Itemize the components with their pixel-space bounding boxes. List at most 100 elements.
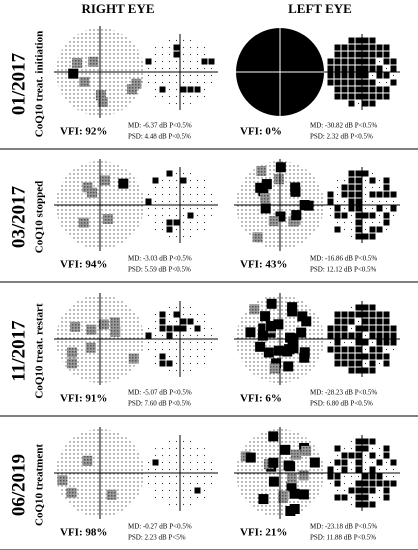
deviation-dot	[203, 482, 206, 485]
field-defect	[245, 452, 256, 463]
deviation-cell	[159, 318, 166, 325]
vfi: VFI: 0%	[240, 126, 282, 138]
vfi: VFI: 94%	[60, 259, 107, 271]
deviation-dot	[182, 341, 185, 344]
deviation-dot	[196, 461, 199, 464]
deviation-dot	[147, 482, 150, 485]
deviation-cell	[355, 72, 362, 79]
deviation-dot	[154, 88, 157, 91]
deviation-cell	[355, 58, 362, 65]
deviation-cell	[152, 459, 159, 466]
deviation-dot	[168, 454, 171, 457]
deviation-dot	[182, 60, 185, 63]
deviation-dot	[392, 200, 395, 203]
deviation-cell	[152, 177, 159, 184]
deviation-dot	[182, 306, 185, 309]
deviation-dot	[168, 235, 171, 238]
deviation-cell	[173, 44, 180, 51]
deviation-dot	[161, 221, 164, 224]
field-defect	[249, 304, 260, 315]
deviation-cell	[355, 487, 362, 494]
deviation-dot	[175, 172, 178, 175]
deviation-dot	[189, 447, 192, 450]
deviation-dot	[210, 214, 213, 217]
deviation-cell	[362, 304, 369, 311]
deviation-cell	[383, 318, 390, 325]
deviation-cell	[390, 339, 397, 346]
deviation-cell	[362, 86, 369, 93]
deviation-dot	[168, 60, 171, 63]
field-defect	[256, 165, 267, 176]
deviation-cell	[376, 226, 383, 233]
deviation-cell	[341, 184, 348, 191]
deviation-dot	[196, 74, 199, 77]
deviation-cell	[369, 79, 376, 86]
deviation-dot	[161, 200, 164, 203]
deviation-dot	[203, 214, 206, 217]
deviation-cell	[355, 445, 362, 452]
deviation-dot	[378, 81, 381, 84]
deviation-cell	[194, 325, 201, 332]
field-defect	[131, 78, 142, 89]
deviation-cell	[362, 44, 369, 51]
field-defect	[273, 174, 284, 185]
deviation-cell	[369, 65, 376, 72]
deviation-dot	[189, 306, 192, 309]
deviation-dot	[182, 186, 185, 189]
vfi: VFI: 43%	[240, 259, 287, 271]
deviation-cell	[355, 191, 362, 198]
deviation-dot	[154, 214, 157, 217]
field-defect	[87, 187, 98, 198]
field-defect	[79, 76, 90, 87]
deviation-dot	[350, 214, 353, 217]
deviation-cell	[369, 212, 376, 219]
deviation-dot	[385, 200, 388, 203]
deviation-dot	[196, 60, 199, 63]
deviation-dot	[203, 200, 206, 203]
deviation-dot	[203, 313, 206, 316]
deviation-dot	[175, 200, 178, 203]
field-defect	[269, 363, 280, 374]
deviation-dot	[182, 46, 185, 49]
deviation-dot	[175, 214, 178, 217]
deviation-dot	[168, 503, 171, 506]
deviation-dot	[329, 341, 332, 344]
field-defect	[290, 186, 301, 197]
deviation-dot	[189, 496, 192, 499]
deviation-dot	[329, 207, 332, 210]
psd: PSD: 5.59 dB P<0.5%	[128, 266, 191, 274]
deviation-dot	[161, 186, 164, 189]
deviation-dot	[175, 369, 178, 372]
deviation-cell	[334, 205, 341, 212]
deviation-dot	[161, 496, 164, 499]
field-defect	[67, 347, 78, 358]
deviation-cell	[362, 79, 369, 86]
deviation-dot	[175, 496, 178, 499]
deviation-cell	[369, 360, 376, 367]
deviation-dot	[385, 468, 388, 471]
deviation-dot	[203, 53, 206, 56]
row-label: CoQ10 stopped	[34, 181, 46, 253]
deviation-dot	[203, 348, 206, 351]
deviation-cell	[194, 487, 201, 494]
deviation-cell	[341, 325, 348, 332]
deviation-dot	[182, 95, 185, 98]
deviation-dot	[329, 214, 332, 217]
vfi: VFI: 91%	[60, 393, 107, 405]
deviation-cell	[369, 44, 376, 51]
deviation-cell	[376, 311, 383, 318]
deviation-cell	[166, 170, 173, 177]
deviation-dot	[371, 186, 374, 189]
deviation-cell	[348, 170, 355, 177]
field-defect	[291, 210, 302, 221]
deviation-dot	[175, 468, 178, 471]
field-defect	[298, 470, 309, 481]
deviation-cell	[341, 459, 348, 466]
deviation-dot	[364, 200, 367, 203]
deviation-dot	[336, 179, 339, 182]
deviation-dot	[154, 67, 157, 70]
deviation-cell	[348, 177, 355, 184]
deviation-cell	[194, 86, 201, 93]
deviation-cell	[166, 360, 173, 367]
deviation-cell	[355, 501, 362, 508]
